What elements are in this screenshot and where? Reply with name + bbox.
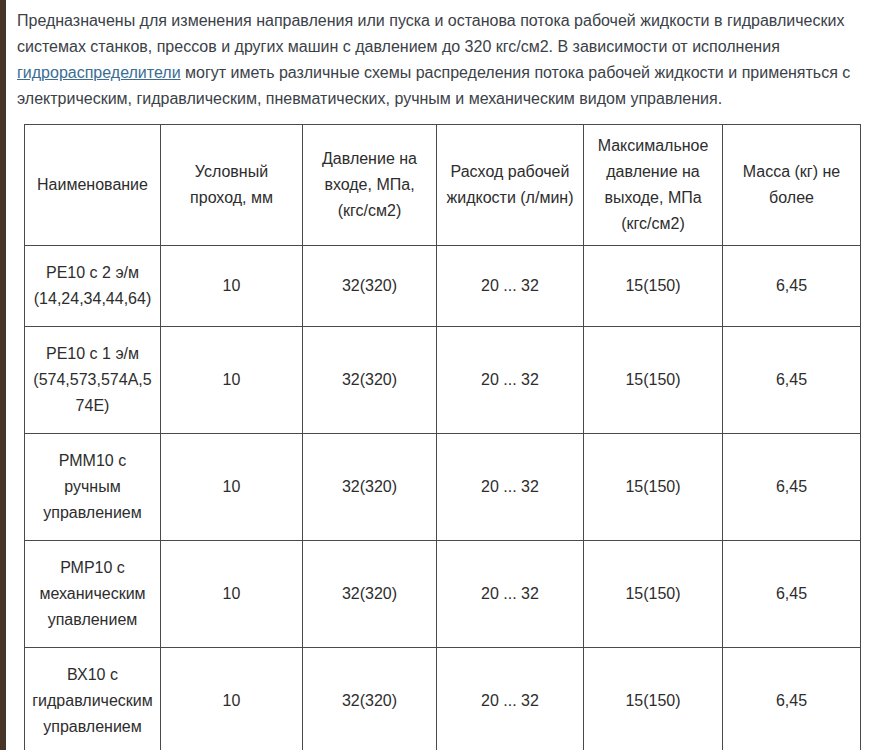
cell-nominal-bore: 10 bbox=[161, 541, 303, 648]
table-row: РЕ10 с 1 э/м (574,573,574А,574Е) 10 32(3… bbox=[25, 327, 861, 434]
page-content: Предназначены для изменения направления … bbox=[6, 0, 879, 750]
cell-flow-rate: 20 ... 32 bbox=[437, 246, 584, 327]
intro-text-before: Предназначены для изменения направления … bbox=[17, 12, 844, 55]
cell-max-outlet-pressure: 15(150) bbox=[584, 246, 723, 327]
hydro-distributors-link[interactable]: гидрораспределители bbox=[17, 64, 181, 81]
table-row: РЕ10 с 2 э/м (14,24,34,44,64) 10 32(320)… bbox=[25, 246, 861, 327]
spec-table: Наименование Условный проход, мм Давлени… bbox=[24, 124, 861, 750]
page: { "colors": { "left_bar": "#473628", "li… bbox=[0, 0, 879, 750]
intro-paragraph: Предназначены для изменения направления … bbox=[17, 8, 863, 112]
cell-flow-rate: 20 ... 32 bbox=[437, 434, 584, 541]
header-nominal-bore: Условный проход, мм bbox=[161, 125, 303, 246]
cell-name: РМР10 с механическим упавлением bbox=[25, 541, 161, 648]
cell-mass: 6,45 bbox=[723, 648, 861, 750]
header-flow-rate: Расход рабочей жидкости (л/мин) bbox=[437, 125, 584, 246]
header-max-outlet-pressure: Максимальное давление на выходе, МПа (кг… bbox=[584, 125, 723, 246]
cell-nominal-bore: 10 bbox=[161, 434, 303, 541]
cell-nominal-bore: 10 bbox=[161, 246, 303, 327]
table-row: ВХ10 с гидравлическим управлением 10 32(… bbox=[25, 648, 861, 750]
cell-mass: 6,45 bbox=[723, 434, 861, 541]
cell-inlet-pressure: 32(320) bbox=[303, 434, 437, 541]
cell-inlet-pressure: 32(320) bbox=[303, 327, 437, 434]
header-mass: Масса (кг) не более bbox=[723, 125, 861, 246]
cell-flow-rate: 20 ... 32 bbox=[437, 541, 584, 648]
table-header-row: Наименование Условный проход, мм Давлени… bbox=[25, 125, 861, 246]
cell-mass: 6,45 bbox=[723, 246, 861, 327]
cell-name: РЕ10 с 2 э/м (14,24,34,44,64) bbox=[25, 246, 161, 327]
table-row: РМР10 с механическим упавлением 10 32(32… bbox=[25, 541, 861, 648]
cell-flow-rate: 20 ... 32 bbox=[437, 648, 584, 750]
cell-max-outlet-pressure: 15(150) bbox=[584, 434, 723, 541]
cell-nominal-bore: 10 bbox=[161, 648, 303, 750]
cell-name: РЕ10 с 1 э/м (574,573,574А,574Е) bbox=[25, 327, 161, 434]
header-name: Наименование bbox=[25, 125, 161, 246]
cell-max-outlet-pressure: 15(150) bbox=[584, 648, 723, 750]
cell-max-outlet-pressure: 15(150) bbox=[584, 327, 723, 434]
cell-mass: 6,45 bbox=[723, 541, 861, 648]
cell-name: РММ10 с ручным управлением bbox=[25, 434, 161, 541]
cell-name: ВХ10 с гидравлическим управлением bbox=[25, 648, 161, 750]
table-row: РММ10 с ручным управлением 10 32(320) 20… bbox=[25, 434, 861, 541]
header-inlet-pressure: Давление на входе, МПа, (кгс/см2) bbox=[303, 125, 437, 246]
cell-flow-rate: 20 ... 32 bbox=[437, 327, 584, 434]
cell-inlet-pressure: 32(320) bbox=[303, 246, 437, 327]
cell-inlet-pressure: 32(320) bbox=[303, 541, 437, 648]
cell-mass: 6,45 bbox=[723, 327, 861, 434]
cell-max-outlet-pressure: 15(150) bbox=[584, 541, 723, 648]
cell-nominal-bore: 10 bbox=[161, 327, 303, 434]
cell-inlet-pressure: 32(320) bbox=[303, 648, 437, 750]
